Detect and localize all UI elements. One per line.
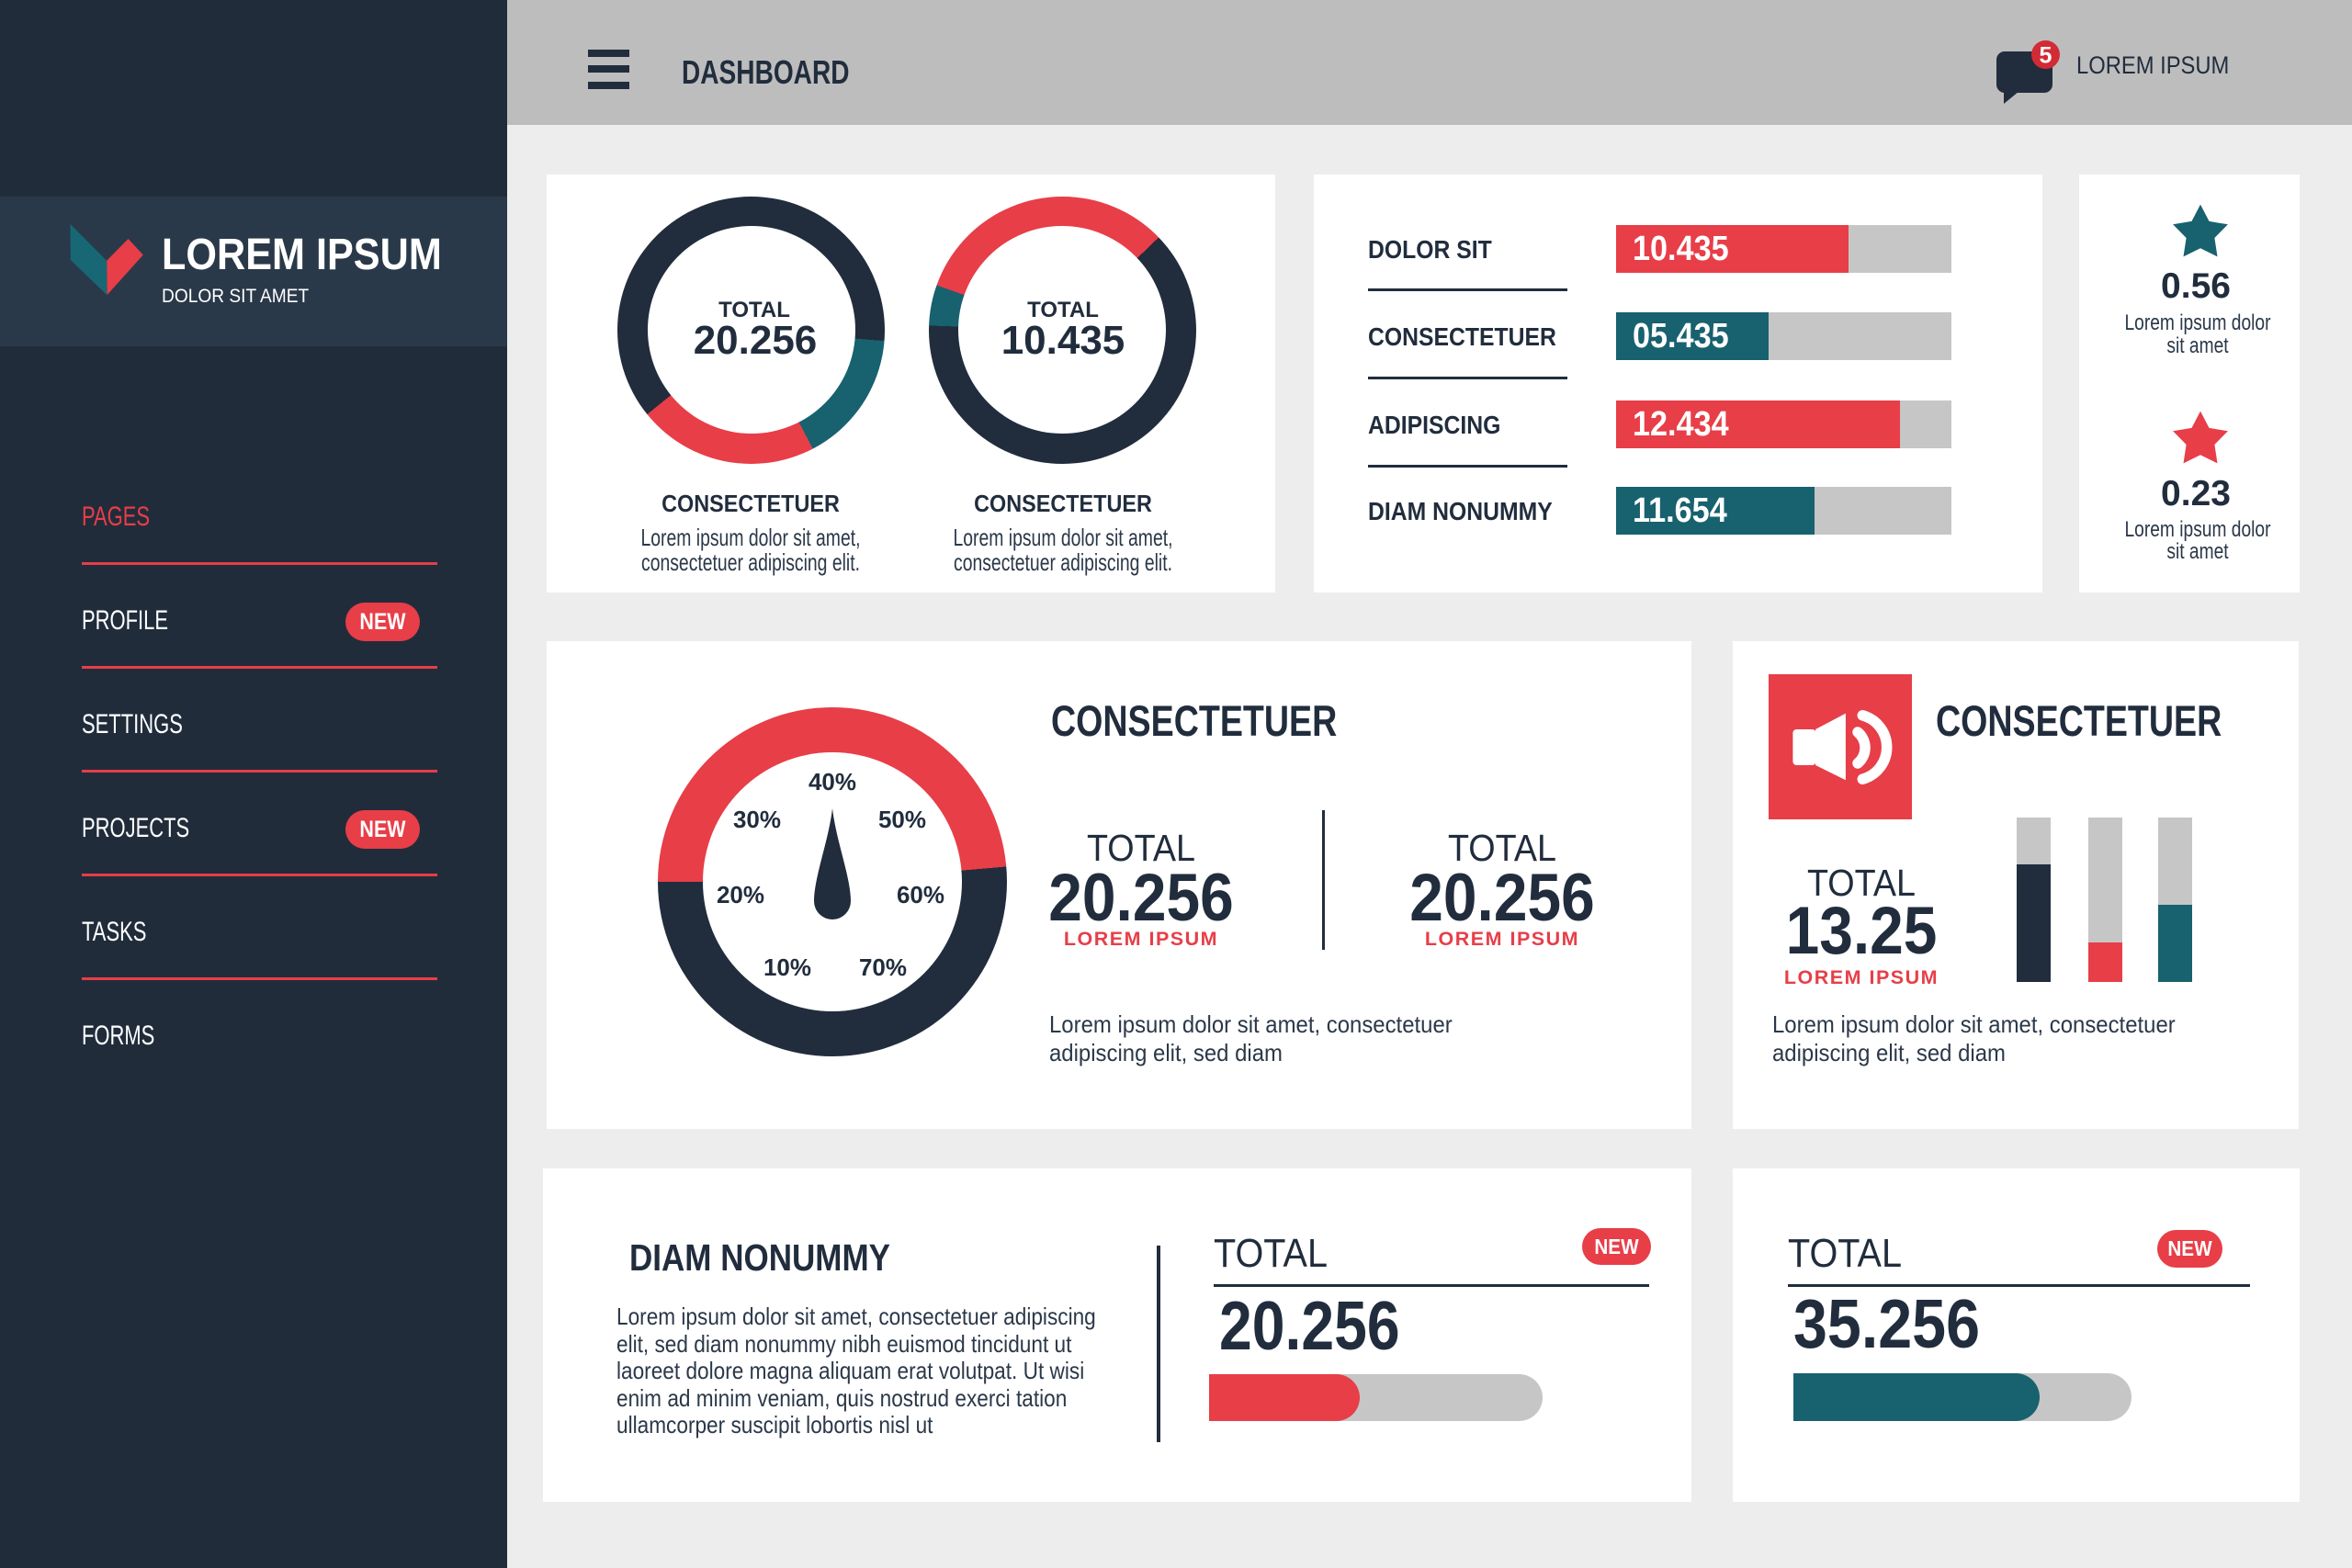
svg-text:5: 5 [2040, 43, 2052, 69]
